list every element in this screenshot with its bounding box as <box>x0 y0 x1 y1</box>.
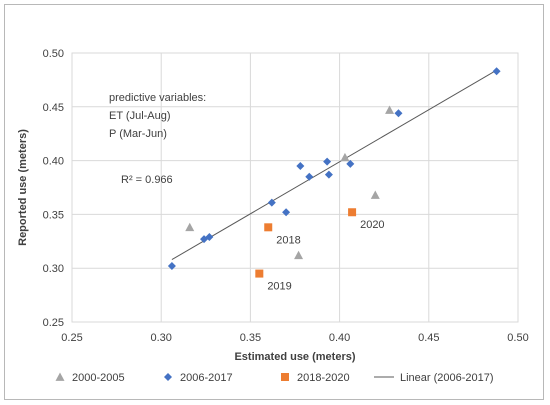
y-tick-label: 0.40 <box>43 156 64 168</box>
data-point-triangle <box>185 222 195 232</box>
data-point-diamond <box>282 208 291 217</box>
series-layer: 2018 2019 2020 <box>167 67 501 293</box>
legend: 2000-2005 2006-2017 2018-2020 Linear (2006-… <box>55 372 494 384</box>
data-point-diamond <box>323 157 332 166</box>
legend-item: 2018-2020 <box>281 372 350 384</box>
plot-area <box>71 52 519 323</box>
predictive-variable-p: P (Mar-Jun) <box>109 128 167 140</box>
data-point-diamond <box>296 161 305 170</box>
x-tick-label: 0.35 <box>240 332 261 344</box>
data-point-triangle <box>385 105 395 114</box>
legend-marker-triangle <box>55 372 65 381</box>
trendline-linear <box>171 69 497 261</box>
x-tick-label: 0.40 <box>329 332 350 344</box>
y-axis-title: Reported use (meters) <box>17 129 29 246</box>
x-axis-ticks: 0.25 0.30 0.35 0.40 0.45 0.50 <box>61 332 528 344</box>
data-point-diamond <box>267 198 276 207</box>
legend-label: 2006-2017 <box>180 372 233 384</box>
x-tick-label: 0.50 <box>507 332 528 344</box>
x-tick-label: 0.30 <box>150 332 171 344</box>
data-point-triangle <box>370 190 380 199</box>
y-tick-label: 0.35 <box>43 209 64 221</box>
y-tick-label: 0.50 <box>43 48 64 60</box>
point-label: 2020 <box>360 219 384 231</box>
y-axis-ticks: 0.25 0.30 0.35 0.40 0.45 0.50 <box>43 48 64 329</box>
data-point-square <box>264 223 273 232</box>
legend-item: 2000-2005 <box>55 372 125 384</box>
data-point-diamond <box>346 159 355 168</box>
predictive-variables-title: predictive variables: <box>109 92 206 104</box>
point-label: 2019 <box>267 281 291 293</box>
series-2000-2005 <box>185 105 395 260</box>
point-label: 2018 <box>276 234 300 246</box>
data-point-diamond <box>324 170 333 179</box>
data-point-square <box>348 208 357 217</box>
r-squared-label: R² = 0.966 <box>121 174 173 186</box>
legend-marker-square <box>281 373 289 381</box>
data-point-diamond <box>305 172 314 181</box>
data-point-triangle <box>294 250 304 260</box>
series-2018-2020: 2018 2019 2020 <box>255 208 385 293</box>
legend-item: 2006-2017 <box>164 372 233 384</box>
data-point-diamond <box>394 109 403 118</box>
legend-marker-diamond <box>164 373 172 381</box>
data-point-triangle <box>340 152 350 162</box>
legend-label: Linear (2006-2017) <box>400 372 494 384</box>
data-point-diamond <box>167 262 176 271</box>
y-tick-label: 0.30 <box>43 263 64 275</box>
data-point-square <box>255 269 264 278</box>
predictive-variable-et: ET (Jul-Aug) <box>109 110 171 122</box>
data-point-diamond <box>205 232 214 241</box>
legend-item: Linear (2006-2017) <box>374 372 494 384</box>
legend-label: 2018-2020 <box>297 372 350 384</box>
x-tick-label: 0.45 <box>418 332 439 344</box>
x-axis-title: Estimated use (meters) <box>234 351 355 363</box>
y-tick-label: 0.25 <box>43 317 64 329</box>
legend-label: 2000-2005 <box>72 372 125 384</box>
y-tick-label: 0.45 <box>43 102 64 114</box>
x-tick-label: 0.25 <box>61 332 82 344</box>
series-2006-2017 <box>167 67 501 271</box>
data-point-diamond <box>492 67 501 76</box>
